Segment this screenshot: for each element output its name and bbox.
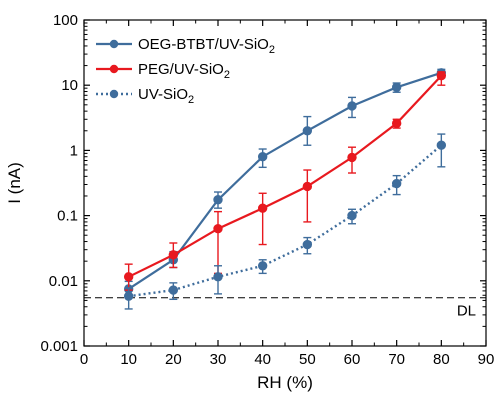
y-tick-label: 0.01 [49,273,78,290]
data-point [257,203,268,213]
legend: OEG-BTBT/UV-SiO2 PEG/UV-SiO2 UV-SiO2 [96,36,275,106]
legend-item-1: OEG-BTBT/UV-SiO2 [96,36,275,56]
data-point [436,140,447,150]
data-point [347,101,357,111]
y-tick-label: 100 [53,12,78,29]
data-point [302,126,313,136]
legend-swatch-marker [109,39,119,49]
x-tick-label: 40 [254,351,271,368]
data-point [391,118,402,129]
data-point [257,152,268,162]
x-tick-label: 90 [478,351,495,368]
legend-swatch-marker [109,64,119,74]
data-point [347,210,357,221]
legend-label: OEG-BTBT/UV-SiO2 [138,36,275,56]
x-tick-label: 50 [299,351,316,368]
series-group [123,68,447,310]
y-tick-label: 0.001 [40,338,78,355]
x-tick-label: 80 [433,351,450,368]
ticks-group: 0 10 20 30 40 50 60 70 80 90 0.001 0.01 0.1 1 10 100 [40,12,494,368]
data-point [436,70,447,81]
x-tick-label: 20 [165,351,182,368]
data-point [213,195,223,205]
x-axis-label: RH (%) [257,373,313,392]
y-tick-label: 0.1 [57,208,78,225]
detection-limit-label: DL [457,303,476,320]
legend-swatch-marker [109,89,119,99]
data-point [168,285,179,295]
detection-limit: DL [84,297,486,320]
y-tick-label: 10 [61,77,78,94]
data-point [391,82,402,92]
data-point [257,261,268,271]
series-line [128,74,443,278]
x-tick-label: 30 [210,351,227,368]
data-point [168,250,179,260]
series-line [128,144,443,298]
data-point [391,178,402,189]
data-point [123,291,134,301]
x-tick-label: 60 [344,351,361,368]
x-tick-label: 0 [80,351,88,368]
data-point [213,272,223,282]
legend-label: UV-SiO2 [138,86,194,106]
legend-item-2: PEG/UV-SiO2 [96,61,230,81]
series-3 [123,133,447,310]
y-axis-label: I (nA) [5,162,24,204]
data-point [302,239,313,250]
legend-label: PEG/UV-SiO2 [138,61,230,81]
data-point [213,223,223,234]
y-tick-label: 1 [70,142,78,159]
legend-item-3: UV-SiO2 [96,86,194,106]
x-tick-label: 10 [120,351,137,368]
data-point [302,181,313,192]
data-point [123,272,134,282]
data-point [347,152,357,163]
x-tick-label: 70 [388,351,405,368]
